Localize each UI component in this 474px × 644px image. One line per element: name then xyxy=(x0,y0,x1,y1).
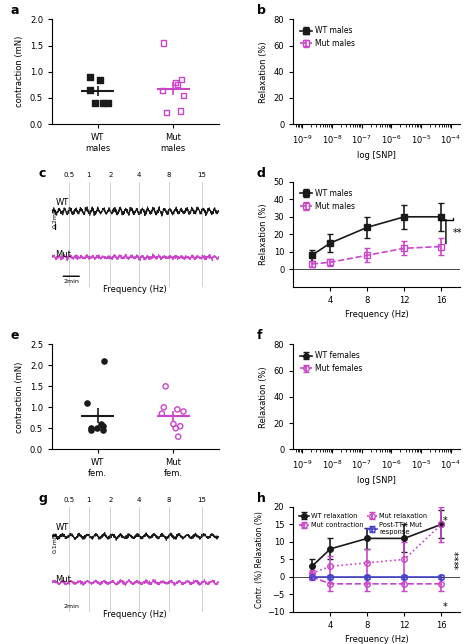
Point xyxy=(94,423,101,433)
Text: 8: 8 xyxy=(166,171,171,178)
Y-axis label: Contr. (%) Relaxation (%): Contr. (%) Relaxation (%) xyxy=(255,511,264,608)
Point xyxy=(97,419,104,430)
Point xyxy=(176,421,184,431)
Text: Frequency (Hz): Frequency (Hz) xyxy=(103,285,167,294)
Point xyxy=(104,98,111,108)
Point xyxy=(159,38,167,48)
Point xyxy=(174,431,182,442)
Text: Mut: Mut xyxy=(55,576,72,585)
Text: Frequency (Hz): Frequency (Hz) xyxy=(103,610,167,619)
Point xyxy=(100,421,107,431)
Point xyxy=(88,423,95,433)
Point xyxy=(160,402,168,412)
X-axis label: log [SNP]: log [SNP] xyxy=(357,477,396,485)
Point xyxy=(87,425,94,435)
Text: e: e xyxy=(10,329,19,342)
Text: Mut: Mut xyxy=(55,251,72,260)
Text: 4: 4 xyxy=(137,171,141,178)
Legend: WT relaxation, Mut contraction, Mut relaxation, Post-TTX Mut
response: WT relaxation, Mut contraction, Mut rela… xyxy=(297,510,430,538)
Y-axis label: Relaxation (%): Relaxation (%) xyxy=(259,41,268,102)
Text: **: ** xyxy=(452,227,462,238)
Point xyxy=(158,408,166,419)
Point xyxy=(180,90,188,100)
Point xyxy=(172,77,179,88)
Text: 2min: 2min xyxy=(64,278,79,283)
Text: 15: 15 xyxy=(198,171,206,178)
Y-axis label: contraction (mN): contraction (mN) xyxy=(16,361,25,433)
Text: 2: 2 xyxy=(108,171,112,178)
Point xyxy=(180,406,187,417)
X-axis label: log [SNP]: log [SNP] xyxy=(357,151,396,160)
Point xyxy=(100,356,108,366)
X-axis label: Frequency (Hz): Frequency (Hz) xyxy=(345,310,409,319)
Point xyxy=(158,85,166,95)
Text: 2: 2 xyxy=(108,497,112,503)
Text: f: f xyxy=(257,329,262,342)
Point xyxy=(86,85,93,95)
Text: c: c xyxy=(39,167,46,180)
Text: 1: 1 xyxy=(86,497,91,503)
Point xyxy=(170,419,177,430)
Text: 0.2mN: 0.2mN xyxy=(52,207,57,228)
Text: b: b xyxy=(257,4,265,17)
X-axis label: Frequency (Hz): Frequency (Hz) xyxy=(345,636,409,644)
Text: d: d xyxy=(257,167,265,180)
Point xyxy=(177,106,184,116)
Point xyxy=(172,423,180,433)
Y-axis label: Relaxation (%): Relaxation (%) xyxy=(259,366,268,428)
Text: 0.5: 0.5 xyxy=(63,497,74,503)
Point xyxy=(83,398,91,408)
Point xyxy=(163,108,171,118)
Text: 4: 4 xyxy=(137,497,141,503)
Text: *: * xyxy=(443,516,448,526)
Text: ****: **** xyxy=(455,550,465,569)
Point xyxy=(178,75,185,85)
Y-axis label: Relaxation (%): Relaxation (%) xyxy=(259,204,268,265)
Text: *: * xyxy=(443,601,448,612)
Point xyxy=(86,72,93,82)
Point xyxy=(162,381,169,392)
Text: 0.1mN: 0.1mN xyxy=(52,533,57,553)
Text: a: a xyxy=(10,4,19,17)
Point xyxy=(173,404,181,415)
Text: WT: WT xyxy=(55,198,69,207)
Text: 1: 1 xyxy=(86,171,91,178)
Text: WT: WT xyxy=(55,523,69,532)
Point xyxy=(96,75,103,85)
Legend: WT females, Mut females: WT females, Mut females xyxy=(297,348,365,376)
Text: 8: 8 xyxy=(166,497,171,503)
Y-axis label: contraction (mN): contraction (mN) xyxy=(16,36,25,108)
Text: 15: 15 xyxy=(198,497,206,503)
Text: h: h xyxy=(257,491,265,505)
Point xyxy=(100,425,107,435)
Text: 2min: 2min xyxy=(64,603,79,609)
Point xyxy=(99,98,107,108)
Text: 0.5: 0.5 xyxy=(63,171,74,178)
Legend: WT males, Mut males: WT males, Mut males xyxy=(297,185,358,214)
Text: g: g xyxy=(39,491,48,505)
Point xyxy=(174,80,182,90)
Legend: WT males, Mut males: WT males, Mut males xyxy=(297,23,358,51)
Point xyxy=(91,98,99,108)
